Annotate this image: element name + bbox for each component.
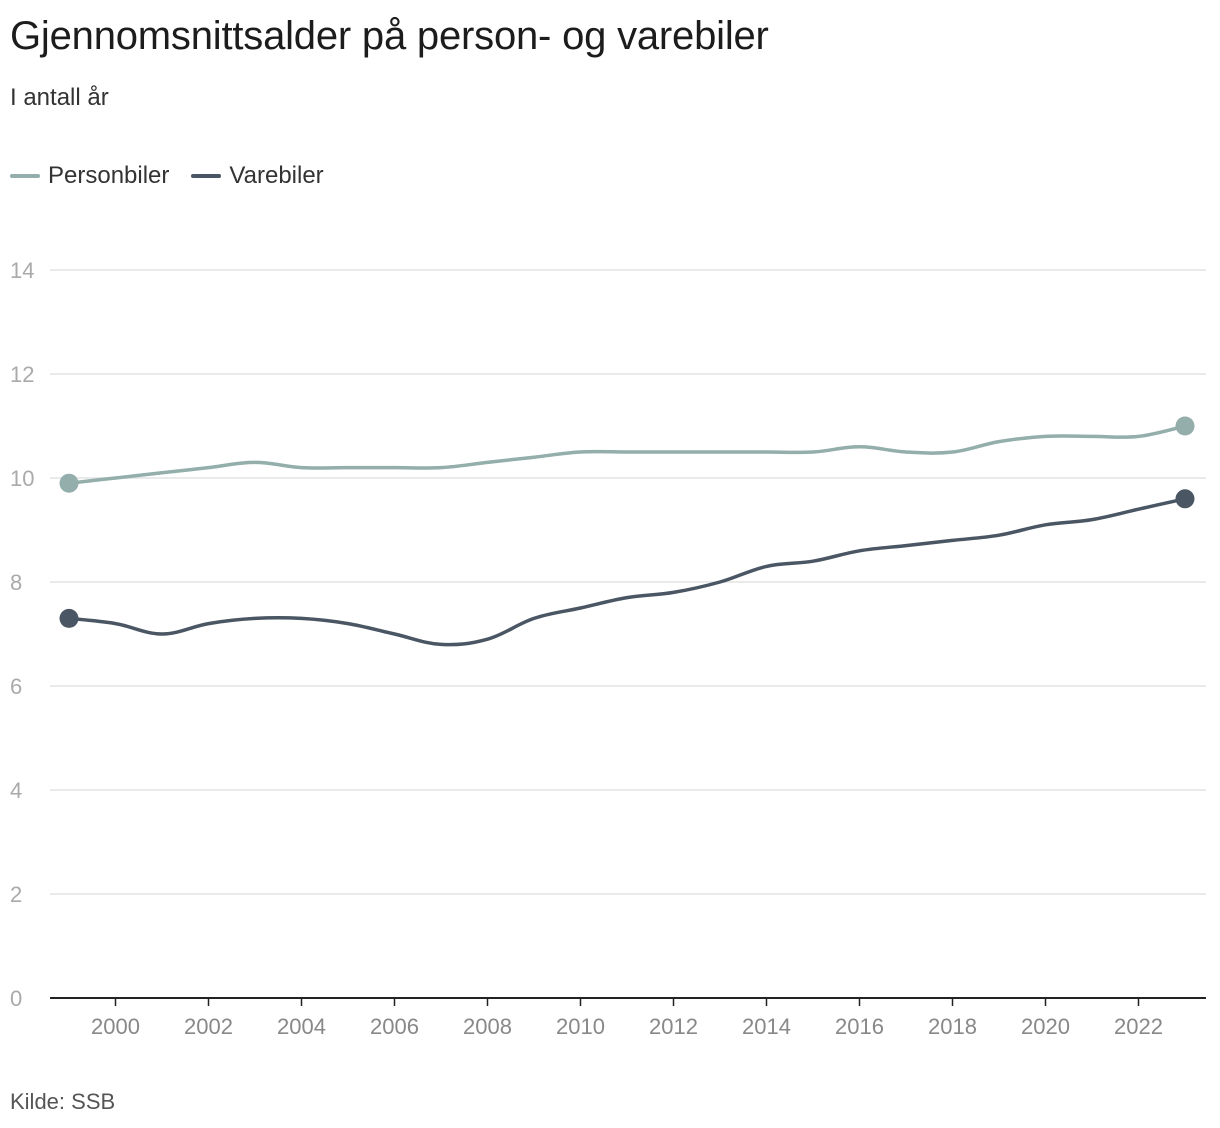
data-point-personbiler-2021 [1089,433,1095,439]
data-point-personbiler-2022 [1136,433,1142,439]
data-point-personbiler-2000 [113,475,119,481]
data-point-varebiler-2023 [1175,489,1195,509]
y-tick-label-2: 2 [10,882,22,907]
legend-swatch-personbiler [10,174,40,178]
data-point-varebiler-2015 [810,558,816,564]
data-point-personbiler-2012 [671,449,677,455]
data-point-personbiler-2019 [996,439,1002,445]
data-point-varebiler-2000 [113,621,119,627]
data-point-varebiler-2017 [903,543,909,549]
data-point-varebiler-2004 [299,615,305,621]
legend: Personbiler Varebiler [10,162,346,190]
chart-title: Gjennomsnittsalder på person- og varebil… [10,14,769,58]
data-point-personbiler-2010 [578,449,584,455]
series-line-personbiler [67,424,1187,485]
data-point-varebiler-2010 [578,605,584,611]
x-tick-label-2018: 2018 [928,1014,977,1039]
data-point-personbiler-2023 [1175,416,1195,436]
data-point-varebiler-2002 [206,621,212,627]
data-point-personbiler-2018 [950,449,956,455]
data-point-varebiler-2003 [252,615,258,621]
data-point-varebiler-2009 [531,615,537,621]
line-chart: 0 2 4 6 8 10 12 14 2000 2002 2004 2006 2008 2010 2012 2… [10,258,1206,1039]
data-point-personbiler-1999 [59,473,79,493]
data-point-varebiler-2012 [671,589,677,595]
x-tick-label-2004: 2004 [277,1014,326,1039]
legend-item-varebiler[interactable]: Varebiler [191,162,324,190]
data-point-personbiler-2017 [903,449,909,455]
x-tick-label-2022: 2022 [1114,1014,1163,1039]
data-point-personbiler-2004 [299,465,305,471]
chart-subtitle: I antall år [10,84,109,111]
data-point-personbiler-2001 [159,470,165,476]
data-point-varebiler-2001 [159,631,165,637]
legend-label-varebiler: Varebiler [229,162,324,189]
y-tick-label-10: 10 [10,466,34,491]
x-tick-label-2010: 2010 [556,1014,605,1039]
source-note: Kilde: SSB [10,1089,116,1114]
x-tick-label-2006: 2006 [370,1014,419,1039]
data-point-varebiler-2008 [485,636,491,642]
data-point-personbiler-2015 [810,449,816,455]
y-tick-label-4: 4 [10,778,22,803]
x-tick-label-2008: 2008 [463,1014,512,1039]
x-tick-label-2020: 2020 [1021,1014,1070,1039]
x-tick-label-2002: 2002 [184,1014,233,1039]
data-point-varebiler-2018 [950,537,956,543]
legend-swatch-varebiler [191,174,222,178]
data-point-personbiler-2011 [624,449,630,455]
data-point-personbiler-2013 [717,449,723,455]
data-point-personbiler-2003 [252,459,258,465]
data-point-varebiler-1999 [59,608,79,628]
data-point-varebiler-2005 [345,621,351,627]
y-tick-label-6: 6 [10,674,22,699]
y-tick-label-12: 12 [10,362,34,387]
data-point-varebiler-2007 [438,641,444,647]
x-tick-label-2000: 2000 [91,1014,140,1039]
data-point-varebiler-2014 [764,563,770,569]
x-tick-label-2014: 2014 [742,1014,791,1039]
data-point-personbiler-2002 [206,465,212,471]
data-point-varebiler-2011 [624,595,630,601]
data-point-varebiler-2013 [717,579,723,585]
y-tick-label-14: 14 [10,258,34,283]
x-tick-label-2012: 2012 [649,1014,698,1039]
data-point-varebiler-2019 [996,532,1002,538]
x-tick-label-2016: 2016 [835,1014,884,1039]
data-point-personbiler-2009 [531,454,537,460]
series-line-varebiler [67,497,1187,647]
data-point-varebiler-2021 [1089,517,1095,523]
data-point-personbiler-2008 [485,459,491,465]
data-point-personbiler-2020 [1043,433,1049,439]
legend-item-personbiler[interactable]: Personbiler [10,162,169,190]
data-point-varebiler-2022 [1136,506,1142,512]
data-point-varebiler-2006 [392,631,398,637]
legend-label-personbiler: Personbiler [48,162,170,189]
data-point-personbiler-2016 [857,444,863,450]
data-point-personbiler-2014 [764,449,770,455]
data-point-personbiler-2005 [345,465,351,471]
y-tick-label-8: 8 [10,570,22,595]
y-tick-label-0: 0 [10,986,22,1011]
data-point-personbiler-2006 [392,465,398,471]
data-point-varebiler-2016 [857,548,863,554]
data-point-personbiler-2007 [438,465,444,471]
data-point-varebiler-2020 [1043,522,1049,528]
